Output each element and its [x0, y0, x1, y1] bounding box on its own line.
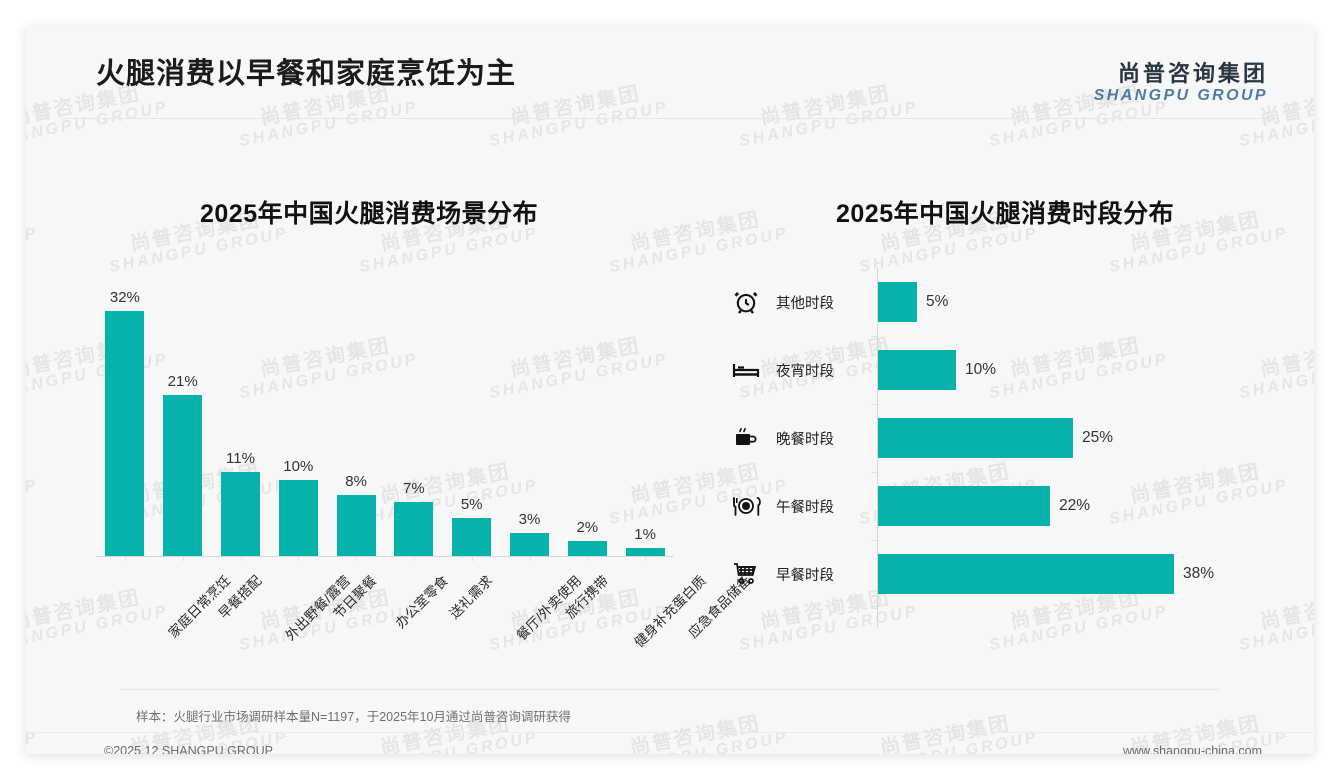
bar	[394, 502, 434, 556]
plate-cutlery-icon	[716, 494, 776, 518]
bar-value-label: 2%	[576, 519, 599, 536]
x-axis-tick	[471, 556, 473, 561]
y-axis-tick	[871, 608, 877, 609]
time-slot-row: 午餐时段	[716, 472, 1276, 540]
bar-value-label: 10%	[283, 458, 314, 475]
footnote-divider	[120, 689, 1220, 690]
x-axis-tick	[124, 556, 126, 561]
bar-value-label: 32%	[109, 289, 140, 306]
x-axis-tick	[529, 556, 531, 561]
footer-divider	[26, 732, 1314, 733]
x-axis-tick	[240, 556, 242, 561]
consumption-scenario-bar-chart: 32% 21% 11% 10% 8% 7% 5% 3% 2% 1% 家庭日常烹饪 早餐搭配 外出野餐/…	[66, 268, 754, 650]
slide-card: 尚普咨询集团 SHANGPU GROUP 尚普咨询集团 SHANGPU GROUP 尚普…	[26, 26, 1314, 754]
shopping-cart-icon	[716, 561, 776, 587]
bar	[336, 495, 376, 556]
bar	[452, 518, 492, 556]
time-slot-row: 其他时段	[716, 268, 1276, 336]
bar	[105, 311, 145, 556]
bar	[163, 395, 203, 556]
bar-value-label: 1%	[634, 526, 656, 543]
y-axis-tick	[871, 540, 877, 541]
logo-english-text: SHANGPU GROUP	[1093, 86, 1268, 104]
coffee-mug-icon	[716, 424, 776, 452]
bar-value-label: 21%	[167, 373, 198, 390]
bar	[220, 472, 260, 556]
bar-with-value: 38%	[878, 540, 1214, 608]
y-axis-tick	[871, 472, 877, 473]
bar-column: 7%	[385, 268, 443, 556]
bar-value-label: 5%	[926, 293, 949, 310]
header-divider	[62, 118, 1278, 119]
logo-chinese-text: 尚普咨询集团	[1117, 61, 1268, 86]
y-axis-line	[877, 268, 878, 628]
x-axis-category-label: 送礼需求	[446, 572, 496, 622]
bar-value-label: 5%	[460, 496, 483, 513]
alarm-clock-icon	[716, 288, 776, 316]
bar	[567, 541, 607, 556]
bed-icon	[716, 358, 776, 382]
time-slot-row: 夜宵时段	[716, 336, 1276, 404]
right-chart-title: 2025年中国火腿消费时段分布	[836, 200, 1175, 228]
slide-footer: ©2025.12 SHANGPU GROUP www.shangpu-china…	[26, 732, 1314, 754]
bar	[278, 480, 318, 556]
x-axis-category-label: 办公室零食	[392, 572, 452, 632]
bar	[878, 418, 1073, 458]
bar-value-label: 8%	[345, 473, 367, 490]
bar-column: 3%	[501, 268, 559, 556]
bar-column: 11%	[212, 268, 270, 556]
bar	[878, 282, 917, 322]
bar-with-value: 10%	[878, 336, 996, 404]
x-axis-tick	[587, 556, 589, 561]
bar-column: 5%	[443, 268, 501, 556]
x-axis-tick	[413, 556, 415, 561]
brand-logo: 尚普咨询集团 SHANGPU GROUP	[1093, 61, 1268, 105]
time-slot-row: 早餐时段	[716, 540, 1276, 608]
bar-value-label: 11%	[226, 450, 255, 467]
time-slot-label: 午餐时段	[776, 499, 834, 516]
bar-column: 1%	[616, 268, 674, 556]
bar	[878, 486, 1050, 526]
x-axis-tick	[645, 556, 647, 561]
bar-with-value: 22%	[878, 472, 1090, 540]
vertical-bars-plot: 32% 21% 11% 10% 8% 7% 5% 3% 2% 1%	[96, 268, 674, 556]
time-slot-label: 晚餐时段	[776, 431, 834, 448]
time-slot-row: 晚餐时段	[716, 404, 1276, 472]
y-axis-tick	[871, 336, 877, 337]
bar-with-value: 25%	[878, 404, 1113, 472]
bar	[878, 350, 956, 390]
bar-value-label: 22%	[1059, 497, 1091, 514]
y-axis-tick	[871, 404, 877, 405]
bar-value-label: 25%	[1082, 429, 1114, 446]
time-slot-label: 夜宵时段	[776, 363, 834, 380]
sample-footnote: 样本：火腿行业市场调研样本量N=1197，于2025年10月通过尚普咨询调研获得	[136, 710, 571, 724]
website-link[interactable]: www.shangpu-china.com	[1123, 744, 1262, 754]
time-slot-label: 早餐时段	[776, 567, 834, 584]
bar-column: 21%	[154, 268, 212, 556]
bar	[625, 548, 665, 556]
x-axis-labels: 家庭日常烹饪 早餐搭配 外出野餐/露营 节日聚餐 办公室零食 送礼需求 餐厅/外卖使用 旅行携…	[96, 562, 753, 682]
x-axis-tick	[298, 556, 300, 561]
bar-value-label: 3%	[518, 511, 541, 528]
bar-with-value: 5%	[878, 268, 948, 336]
page-title: 火腿消费以早餐和家庭烹饪为主	[96, 58, 517, 90]
bar-column: 8%	[327, 268, 385, 556]
consumption-time-bar-chart: 其他时段 5% 夜宵时段 10% 晚餐时段 25% 午餐时段 22% 早餐时段 38%	[716, 268, 1276, 628]
charts-area: 2025年中国火腿消费场景分布 2025年中国火腿消费时段分布 32% 21% 11…	[26, 118, 1314, 678]
bar-value-label: 10%	[965, 361, 997, 378]
time-slot-label: 其他时段	[776, 295, 834, 312]
x-axis-tick	[182, 556, 184, 561]
bar	[878, 554, 1174, 594]
bar	[509, 533, 549, 556]
bar-column: 10%	[269, 268, 327, 556]
bar-value-label: 38%	[1183, 565, 1215, 582]
bar-column: 2%	[558, 268, 616, 556]
bar-value-label: 7%	[403, 480, 425, 497]
slide-header: 火腿消费以早餐和家庭烹饪为主 尚普咨询集团 SHANGPU GROUP	[26, 26, 1314, 119]
bar-column: 32%	[96, 268, 154, 556]
copyright-text: ©2025.12 SHANGPU GROUP	[104, 744, 273, 754]
x-axis-tick	[356, 556, 358, 561]
x-axis-line	[96, 556, 674, 557]
left-chart-title: 2025年中国火腿消费场景分布	[200, 200, 539, 228]
